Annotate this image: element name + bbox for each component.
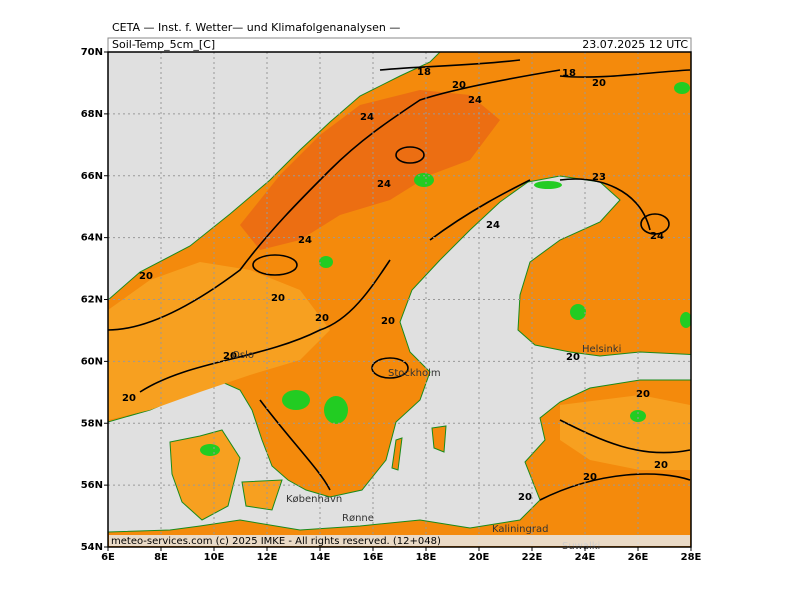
lat-label: 60N xyxy=(81,356,103,367)
lat-label: 54N xyxy=(81,542,103,553)
place-label: Oslo xyxy=(232,350,254,361)
lon-label: 10E xyxy=(204,552,225,563)
place-label: Helsinki xyxy=(582,344,621,355)
warm-zone xyxy=(240,90,500,250)
contour-label: 24 xyxy=(360,112,374,123)
island xyxy=(431,425,447,453)
land xyxy=(241,479,283,511)
place-label: København xyxy=(286,494,342,505)
grid xyxy=(108,52,691,547)
lon-label: 12E xyxy=(257,552,278,563)
contour-label: 20 xyxy=(592,78,606,89)
lon-label: 18E xyxy=(416,552,437,563)
contour-label: 24 xyxy=(486,220,500,231)
lon-label: 16E xyxy=(363,552,384,563)
lat-label: 58N xyxy=(81,418,103,429)
contour-label: 24 xyxy=(298,235,312,246)
lon-label: 6E xyxy=(101,552,115,563)
lon-label: 28E xyxy=(681,552,702,563)
footer-box xyxy=(109,535,690,546)
contour-label: 20 xyxy=(223,351,237,362)
contour-label: 18 xyxy=(417,67,431,78)
field-name: Soil-Temp_5cm_[C] xyxy=(112,38,215,51)
lon-label: 14E xyxy=(310,552,331,563)
contour-label: 24 xyxy=(377,179,391,190)
lat-label: 56N xyxy=(81,480,103,491)
lat-label: 66N xyxy=(81,171,103,182)
lat-label: 68N xyxy=(81,109,103,120)
lon-label: 24E xyxy=(575,552,596,563)
land xyxy=(108,379,691,547)
place-label: Kaliningrad xyxy=(492,524,548,535)
lon-label: 8E xyxy=(154,552,168,563)
lon-label: 26E xyxy=(628,552,649,563)
lon-label: 20E xyxy=(469,552,490,563)
contour-label: 20 xyxy=(122,393,136,404)
copyright: meteo-services.com (c) 2025 IMKE - All r… xyxy=(111,536,441,547)
place-label: Suwalki xyxy=(562,541,600,552)
place-label: Stockholm xyxy=(388,368,441,379)
lat-label: 64N xyxy=(81,233,103,244)
contours xyxy=(108,59,691,501)
place-label: Rønne xyxy=(342,513,374,524)
contour-label: 20 xyxy=(654,460,668,471)
island xyxy=(391,437,403,471)
header-title: CETA — Inst. f. Wetter— und Klimafolgena… xyxy=(112,21,400,34)
contour-label: 20 xyxy=(381,316,395,327)
mild-zone xyxy=(560,395,690,470)
contour-label: 23 xyxy=(592,172,606,183)
contour-label: 24 xyxy=(468,95,482,106)
contour-label: 20 xyxy=(315,313,329,324)
contour-label: 20 xyxy=(636,389,650,400)
contour-label: 20 xyxy=(452,80,466,91)
places: Oslo Stockholm Helsinki København Rønne … xyxy=(232,344,621,552)
lon-label: 22E xyxy=(522,552,543,563)
contour-label: 20 xyxy=(518,492,532,503)
green-patches xyxy=(200,82,691,456)
contour-label: 20 xyxy=(583,472,597,483)
contour-label: 20 xyxy=(271,293,285,304)
contour-label: 18 xyxy=(562,68,576,79)
valid-time: 23.07.2025 12 UTC xyxy=(582,38,688,51)
land xyxy=(169,429,241,521)
lat-label: 70N xyxy=(81,47,103,58)
contour-label: 24 xyxy=(650,231,664,242)
contour-label: 20 xyxy=(139,271,153,282)
contour-label: 20 xyxy=(566,352,580,363)
contour-labels: 18 18 20 20 24 24 24 23 24 24 24 20 20 2… xyxy=(122,67,668,503)
lat-label: 62N xyxy=(81,295,103,306)
